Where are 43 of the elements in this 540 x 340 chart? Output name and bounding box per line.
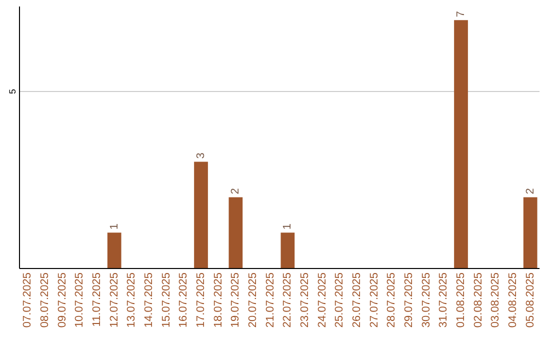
data-label: 2 bbox=[524, 188, 536, 194]
x-tick-label: 26.07.2025 bbox=[351, 272, 363, 328]
x-tick-label: 27.07.2025 bbox=[368, 272, 380, 328]
x-tick-label: 01.08.2025 bbox=[455, 272, 467, 328]
data-label: 2 bbox=[230, 188, 242, 194]
data-label: 1 bbox=[108, 223, 120, 230]
bar bbox=[228, 197, 243, 268]
x-tick-label: 20.07.2025 bbox=[247, 272, 259, 328]
x-tick-label: 02.08.2025 bbox=[472, 272, 484, 328]
data-label: 1 bbox=[282, 223, 294, 230]
x-tick-label: 28.07.2025 bbox=[386, 272, 398, 328]
x-tick-label: 23.07.2025 bbox=[299, 272, 311, 328]
bar bbox=[454, 20, 468, 268]
x-tick-label: 31.07.2025 bbox=[438, 272, 450, 328]
x-tick-label: 17.07.2025 bbox=[195, 272, 207, 328]
x-tick-label: 11.07.2025 bbox=[91, 272, 103, 327]
x-tick-label: 08.07.2025 bbox=[39, 272, 51, 328]
x-tick-label: 07.07.2025 bbox=[22, 272, 34, 328]
x-tick-label: 21.07.2025 bbox=[264, 272, 276, 328]
bar bbox=[523, 197, 538, 268]
bar bbox=[107, 232, 122, 268]
bar bbox=[194, 162, 208, 268]
x-tick-label: 19.07.2025 bbox=[230, 272, 242, 328]
x-tick-label: 30.07.2025 bbox=[420, 272, 432, 328]
x-tick-label: 05.08.2025 bbox=[524, 272, 536, 328]
y-tick-label: 5 bbox=[8, 88, 18, 94]
x-tick-label: 24.07.2025 bbox=[316, 272, 328, 328]
x-tick-label: 25.07.2025 bbox=[334, 272, 346, 328]
x-tick-label: 15.07.2025 bbox=[160, 272, 172, 328]
x-tick-label: 18.07.2025 bbox=[212, 272, 224, 328]
x-tick-label: 29.07.2025 bbox=[403, 272, 415, 328]
x-tick-label: 14.07.2025 bbox=[143, 272, 155, 328]
data-label: 3 bbox=[195, 152, 207, 159]
data-label: 7 bbox=[455, 11, 467, 18]
x-tick-label: 22.07.2025 bbox=[282, 272, 294, 328]
bar bbox=[280, 232, 295, 268]
x-tick-label: 04.08.2025 bbox=[507, 272, 519, 328]
x-tick-label: 10.07.2025 bbox=[74, 272, 86, 328]
x-tick-label: 16.07.2025 bbox=[178, 272, 190, 328]
x-tick-label: 09.07.2025 bbox=[56, 272, 68, 328]
x-tick-label: 13.07.2025 bbox=[126, 272, 138, 328]
x-tick-label: 12.07.2025 bbox=[108, 272, 120, 328]
x-tick-label: 03.08.2025 bbox=[490, 272, 502, 328]
